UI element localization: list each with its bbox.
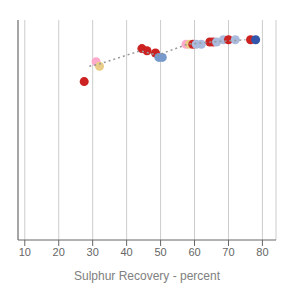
- svg-text:70: 70: [222, 246, 234, 258]
- svg-text:80: 80: [256, 246, 268, 258]
- svg-text:60: 60: [188, 246, 200, 258]
- svg-text:50: 50: [154, 246, 166, 258]
- svg-text:10: 10: [19, 246, 31, 258]
- svg-text:Sulphur Recovery - percent: Sulphur Recovery - percent: [74, 269, 221, 283]
- svg-text:20: 20: [53, 246, 65, 258]
- svg-text:30: 30: [87, 246, 99, 258]
- svg-text:40: 40: [121, 246, 133, 258]
